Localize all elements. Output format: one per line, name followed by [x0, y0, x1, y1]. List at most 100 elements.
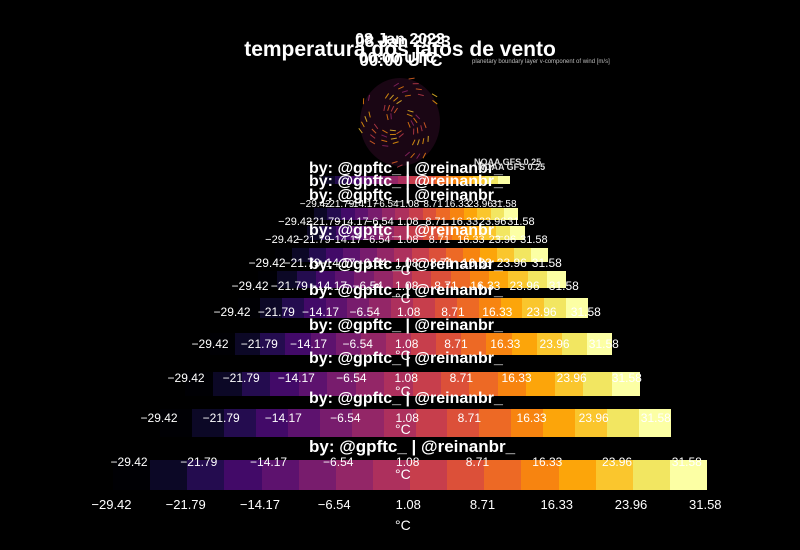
tick-label: 16.33 — [461, 256, 492, 270]
tick-label: 23.96 — [496, 256, 527, 270]
tick-label: −21.79 — [270, 279, 308, 293]
tick-label: 1.08 — [396, 455, 420, 469]
tick-label: 31.58 — [671, 455, 702, 469]
tick-label: −14.17 — [334, 216, 369, 228]
tick-label: 16.33 — [532, 455, 563, 469]
tick-label-main: −29.42 — [91, 497, 132, 512]
credit-text: by: @gpftc_ | @reinanbr_ — [309, 390, 503, 407]
tick-label: −14.17 — [328, 234, 363, 246]
tick-label: 1.08 — [395, 256, 419, 270]
tick-label: −29.42 — [167, 371, 205, 385]
tick-label: 1.08 — [397, 305, 421, 319]
tick-label: 23.96 — [578, 411, 609, 425]
colorbar-5 — [258, 271, 566, 288]
tick-label: 31.58 — [588, 337, 619, 351]
tick-label: −6.54 — [330, 411, 361, 425]
tick-label: −21.79 — [222, 371, 260, 385]
colorbar-2 — [300, 208, 518, 220]
tick-label: −14.17 — [347, 199, 378, 210]
tick-label-main: 16.33 — [540, 497, 574, 512]
tick-label: −29.42 — [278, 216, 313, 228]
credit-text: by: @gpftc_ | @reinanbr_ — [309, 222, 503, 239]
tick-label: −21.79 — [180, 455, 218, 469]
tick-label-main: −14.17 — [239, 497, 281, 512]
tick-label: 23.96 — [488, 234, 517, 246]
colorbar-7 — [210, 333, 612, 355]
tick-label: 16.33 — [501, 371, 532, 385]
tick-label: −29.42 — [140, 411, 178, 425]
unit-label: °C — [395, 383, 411, 399]
tick-label: 31.58 — [507, 216, 535, 228]
credit-text: by: @gpftc_ | @reinanbr_ — [309, 282, 503, 299]
tick-label: 23.96 — [602, 455, 633, 469]
tick-label: 23.96 — [467, 199, 493, 210]
tick-label: −29.42 — [265, 234, 300, 246]
tick-label: −29.42 — [231, 279, 269, 293]
tick-label-main: 31.58 — [689, 497, 722, 512]
model-label: NOAA GFS 0.25 — [474, 157, 542, 167]
tick-label: −6.54 — [362, 234, 391, 246]
tick-label: 23.96 — [509, 279, 540, 293]
globe-map-icon — [358, 77, 440, 168]
unit-label: °C — [395, 347, 411, 363]
variable-note: planetary boundary layer v-component of … — [472, 59, 610, 65]
tick-label: 8.71 — [465, 455, 490, 469]
tick-label: −6.54 — [342, 337, 373, 351]
tick-label: 16.33 — [516, 411, 547, 425]
tick-label: −14.17 — [277, 371, 315, 385]
tick-label: 16.33 — [470, 279, 501, 293]
valid-time: 00:00 UTC — [358, 50, 438, 67]
tick-label: 31.58 — [570, 305, 601, 319]
unit-label: °C — [395, 262, 411, 278]
tick-label: 8.71 — [428, 234, 451, 246]
tick-label: 8.71 — [434, 279, 458, 293]
tick-label: −21.79 — [202, 411, 240, 425]
valid-date: 08 Jan 2023 — [355, 32, 451, 51]
tick-label-main: −6.54 — [317, 497, 351, 512]
tick-label: 23.96 — [539, 337, 570, 351]
tick-label: −6.54 — [336, 371, 367, 385]
tick-label: 31.58 — [491, 199, 517, 210]
tick-label: 31.58 — [548, 279, 579, 293]
credit-text: by: @gpftc_ | @reinanbr_ — [309, 256, 503, 273]
tick-label: 16.33 — [450, 216, 479, 228]
tick-label: 8.71 — [449, 371, 474, 385]
tick-label: −6.54 — [356, 256, 388, 270]
tick-label: 1.08 — [395, 279, 419, 293]
unit-label: °C — [395, 466, 411, 482]
tick-label-main: 8.71 — [469, 497, 496, 512]
tick-label: −29.42 — [299, 199, 331, 210]
tick-label: 8.71 — [444, 337, 468, 351]
tick-label: 8.71 — [425, 216, 447, 228]
colorbar-3 — [292, 226, 525, 240]
tick-label-main: −21.79 — [165, 497, 206, 512]
tick-label: −21.79 — [240, 337, 278, 351]
tick-label: 31.58 — [611, 371, 642, 385]
tick-label: 1.08 — [394, 371, 418, 385]
credit-text: by: @gpftc_ | @reinanbr_ — [309, 317, 503, 334]
colorbar-8 — [185, 372, 640, 396]
tick-label: 16.33 — [482, 305, 513, 319]
tick-label: −21.79 — [306, 216, 341, 228]
tick-label: 16.33 — [457, 234, 485, 246]
tick-label: 16.33 — [444, 199, 470, 210]
credit-text: by: @gpftc_ | @reinanbr_ — [309, 173, 503, 190]
unit-label: °C — [395, 421, 411, 437]
credit-text: by: @gpftc_ | @reinanbr_ — [309, 350, 503, 367]
tick-label: 31.58 — [520, 234, 548, 246]
credit-text: by: @gpftc_ | @reinanbr_ — [309, 160, 503, 177]
tick-label: 8.71 — [457, 411, 482, 425]
tick-label: 23.96 — [556, 371, 587, 385]
tick-label: −29.42 — [248, 256, 286, 270]
tick-label: 31.58 — [640, 411, 671, 425]
model-label: NOAA GFS 0.25 — [478, 162, 546, 172]
valid-time: 00:00 UTC — [359, 51, 443, 70]
unit-label: °C — [395, 290, 411, 306]
tick-label: −14.17 — [264, 411, 302, 425]
tick-label: 1.08 — [397, 234, 419, 246]
tick-label-main: 23.96 — [614, 497, 648, 512]
tick-label: 8.71 — [430, 256, 454, 270]
tick-label: −29.42 — [110, 455, 148, 469]
tick-label: 1.08 — [397, 216, 419, 228]
